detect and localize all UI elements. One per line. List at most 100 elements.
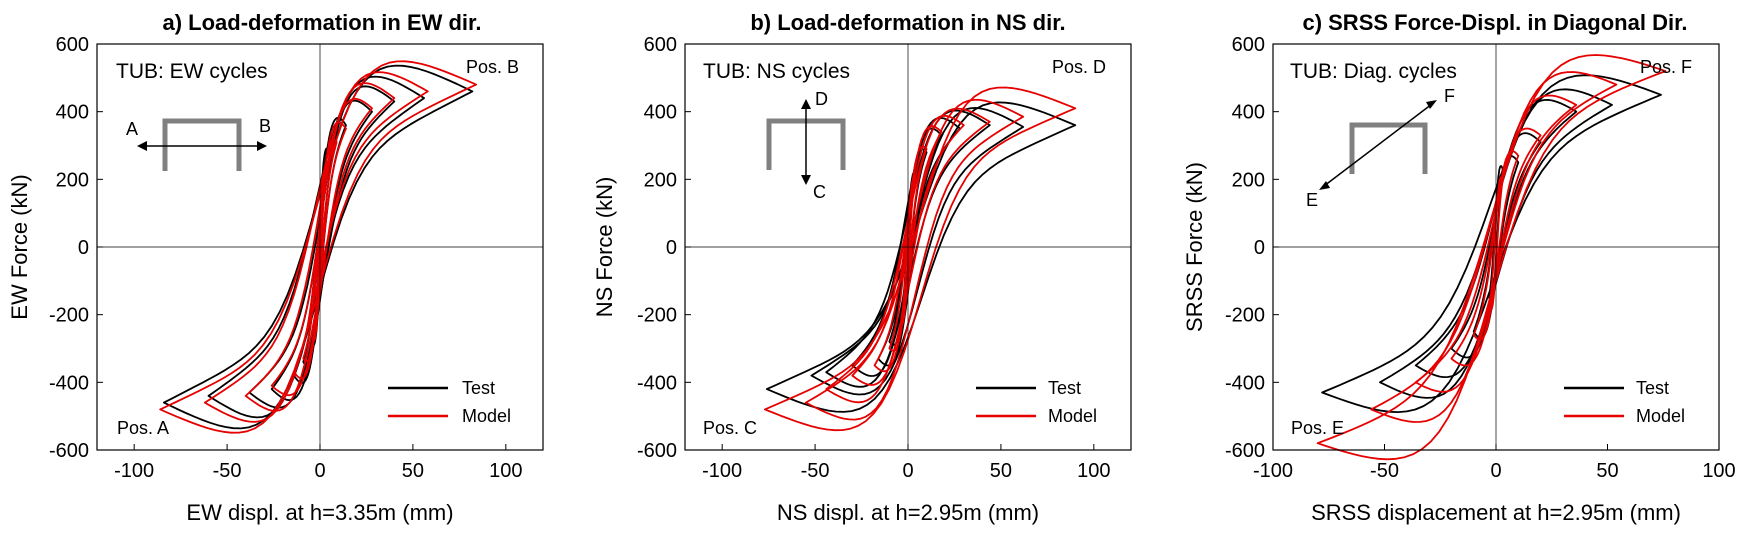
panel-b-section-icon bbox=[766, 99, 846, 185]
panel-a-ytick-label: 200 bbox=[56, 169, 89, 191]
panel-c-annotation-bottom: Pos. E bbox=[1291, 418, 1344, 438]
panel-b-dir-label-neg: C bbox=[813, 182, 826, 202]
panel-a-title: a) Load-deformation in EW dir. bbox=[163, 10, 482, 35]
panel-c-xlabel: SRSS displacement at h=2.95m (mm) bbox=[1311, 500, 1681, 525]
panel-c-xtick-label: -50 bbox=[1370, 460, 1399, 482]
panel-c-ticks: -100 -50 0 50 100 600 400 200 0 -200 -400 -600 bbox=[1225, 34, 1736, 482]
panel-b-annotation-top: Pos. D bbox=[1052, 57, 1106, 77]
panel-a-section-icon bbox=[137, 118, 267, 171]
panel-a-dir-label-pos: B bbox=[259, 116, 271, 136]
panel-c-xtick-label: 0 bbox=[1490, 460, 1501, 482]
panel-c-ytick-label: 0 bbox=[1254, 237, 1265, 259]
panel-c-ytick-label: 200 bbox=[1232, 169, 1265, 191]
panel-a-annotation-bottom: Pos. A bbox=[117, 418, 169, 438]
panel-c-ytick-label: -200 bbox=[1225, 305, 1265, 327]
panel-c-annotation-top: Pos. F bbox=[1640, 57, 1692, 77]
panel-a-legend-model-label: Model bbox=[462, 406, 511, 426]
panel-b-xtick-label: -100 bbox=[702, 460, 742, 482]
panel-c-legend: Test Model bbox=[1564, 378, 1685, 426]
panel-b-inset-label: TUB: NS cycles bbox=[703, 60, 850, 83]
panel-b-model-loop bbox=[764, 86, 1077, 432]
panel-b: b) Load-deformation in NS dir. -100 -50 0 5… bbox=[592, 10, 1132, 525]
panel-c-title: c) SRSS Force-Displ. in Diagonal Dir. bbox=[1302, 10, 1687, 35]
panel-c-ytick-label: -400 bbox=[1225, 372, 1265, 394]
panel-b-ytick-label: 400 bbox=[644, 102, 677, 124]
panel-c-xtick-label: 50 bbox=[1596, 460, 1618, 482]
panel-c-dir-label-neg: E bbox=[1306, 190, 1318, 210]
panel-b-ytick-label: 600 bbox=[644, 34, 677, 56]
panel-b-test-loop bbox=[765, 101, 1077, 413]
panel-a-model-loop bbox=[244, 82, 396, 412]
panel-c-xtick-label: -100 bbox=[1253, 460, 1293, 482]
panel-b-title: b) Load-deformation in NS dir. bbox=[750, 10, 1065, 35]
panel-a-model-loop bbox=[270, 97, 373, 397]
panel-b-xtick-label: 0 bbox=[902, 460, 913, 482]
panel-c-curves bbox=[1316, 54, 1667, 461]
panel-b-ylabel: NS Force (kN) bbox=[592, 177, 617, 318]
panel-a-xtick-label: 50 bbox=[402, 460, 424, 482]
panel-b-ticks: -100 -50 0 50 100 600 400 200 0 -200 -400 -600 bbox=[637, 34, 1111, 482]
panel-a-legend: Test Model bbox=[388, 378, 511, 426]
panel-b-annotation-bottom: Pos. C bbox=[703, 418, 757, 438]
panel-b-curves bbox=[764, 86, 1077, 432]
panel-b-xtick-label: -50 bbox=[801, 460, 830, 482]
panel-a-ytick-label: -600 bbox=[49, 440, 89, 462]
panel-b-model-loop bbox=[825, 107, 991, 404]
panel-c-legend-model-label: Model bbox=[1636, 406, 1685, 426]
panel-b-xtick-label: 50 bbox=[990, 460, 1012, 482]
panel-c: c) SRSS Force-Displ. in Diagonal Dir. -1… bbox=[1182, 10, 1736, 525]
panel-b-dir-label-pos: D bbox=[815, 89, 828, 109]
panel-c-ytick-label: 600 bbox=[1232, 34, 1265, 56]
panel-a-xtick-label: -100 bbox=[114, 460, 154, 482]
panel-a-ticks: -100 -50 0 50 100 600 400 200 0 -200 -400 -600 bbox=[49, 34, 523, 482]
panel-b-ytick-label: -200 bbox=[637, 305, 677, 327]
panel-a-xlabel: EW displ. at h=3.35m (mm) bbox=[186, 500, 453, 525]
panel-a-ytick-label: 400 bbox=[56, 102, 89, 124]
panel-a: a) Load-deformation in EW dir. -100 -50 0 5… bbox=[7, 10, 544, 525]
panel-c-model-loop bbox=[1316, 54, 1667, 461]
panel-c-ylabel: SRSS Force (kN) bbox=[1182, 162, 1207, 332]
panel-b-test-loop bbox=[825, 109, 991, 388]
panel-a-ytick-label: 600 bbox=[56, 34, 89, 56]
panel-a-legend-test-label: Test bbox=[462, 378, 495, 398]
panel-c-inset-label: TUB: Diag. cycles bbox=[1290, 60, 1457, 83]
panel-a-ylabel: EW Force (kN) bbox=[7, 174, 32, 319]
panel-c-model-loop bbox=[1472, 150, 1520, 341]
panel-c-test-loop bbox=[1321, 74, 1662, 413]
panel-a-curves bbox=[159, 60, 477, 434]
panel-a-xtick-label: 0 bbox=[314, 460, 325, 482]
panel-c-xtick-label: 100 bbox=[1702, 460, 1735, 482]
panel-c-ytick-label: -600 bbox=[1225, 440, 1265, 462]
panel-c-ytick-label: 400 bbox=[1232, 102, 1265, 124]
panel-a-ytick-label: -200 bbox=[49, 305, 89, 327]
panel-a-model-loop bbox=[293, 121, 347, 380]
panel-c-test-loop bbox=[1450, 132, 1542, 359]
panel-b-legend-test-label: Test bbox=[1048, 378, 1081, 398]
panel-b-ytick-label: 200 bbox=[644, 169, 677, 191]
panel-c-model-loop bbox=[1450, 127, 1542, 367]
panel-b-ytick-label: 0 bbox=[666, 237, 677, 259]
panel-a-xtick-label: -50 bbox=[213, 460, 242, 482]
panel-a-model-loop bbox=[159, 60, 477, 434]
panel-c-section-icon bbox=[1319, 100, 1437, 190]
panel-a-ytick-label: -400 bbox=[49, 372, 89, 394]
panel-b-xtick-label: 100 bbox=[1077, 460, 1110, 482]
panel-b-xlabel: NS displ. at h=2.95m (mm) bbox=[777, 500, 1039, 525]
panel-b-legend-model-label: Model bbox=[1048, 406, 1097, 426]
panel-a-model-loop bbox=[203, 71, 429, 423]
panel-c-dir-label-pos: F bbox=[1444, 86, 1455, 106]
panel-a-inset-label: TUB: EW cycles bbox=[116, 60, 268, 83]
panel-b-ytick-label: -600 bbox=[637, 440, 677, 462]
panel-a-ytick-label: 0 bbox=[78, 237, 89, 259]
panel-a-dir-label-neg: A bbox=[126, 119, 138, 139]
panel-c-test-loop bbox=[1379, 88, 1613, 399]
panel-c-model-loop bbox=[1370, 71, 1618, 423]
panel-b-ytick-label: -400 bbox=[637, 372, 677, 394]
panel-b-legend: Test Model bbox=[976, 378, 1097, 426]
panel-a-annotation-top: Pos. B bbox=[466, 57, 519, 77]
panel-c-legend-test-label: Test bbox=[1636, 378, 1669, 398]
panel-b-model-loop bbox=[804, 98, 1025, 421]
panel-a-xtick-label: 100 bbox=[489, 460, 522, 482]
